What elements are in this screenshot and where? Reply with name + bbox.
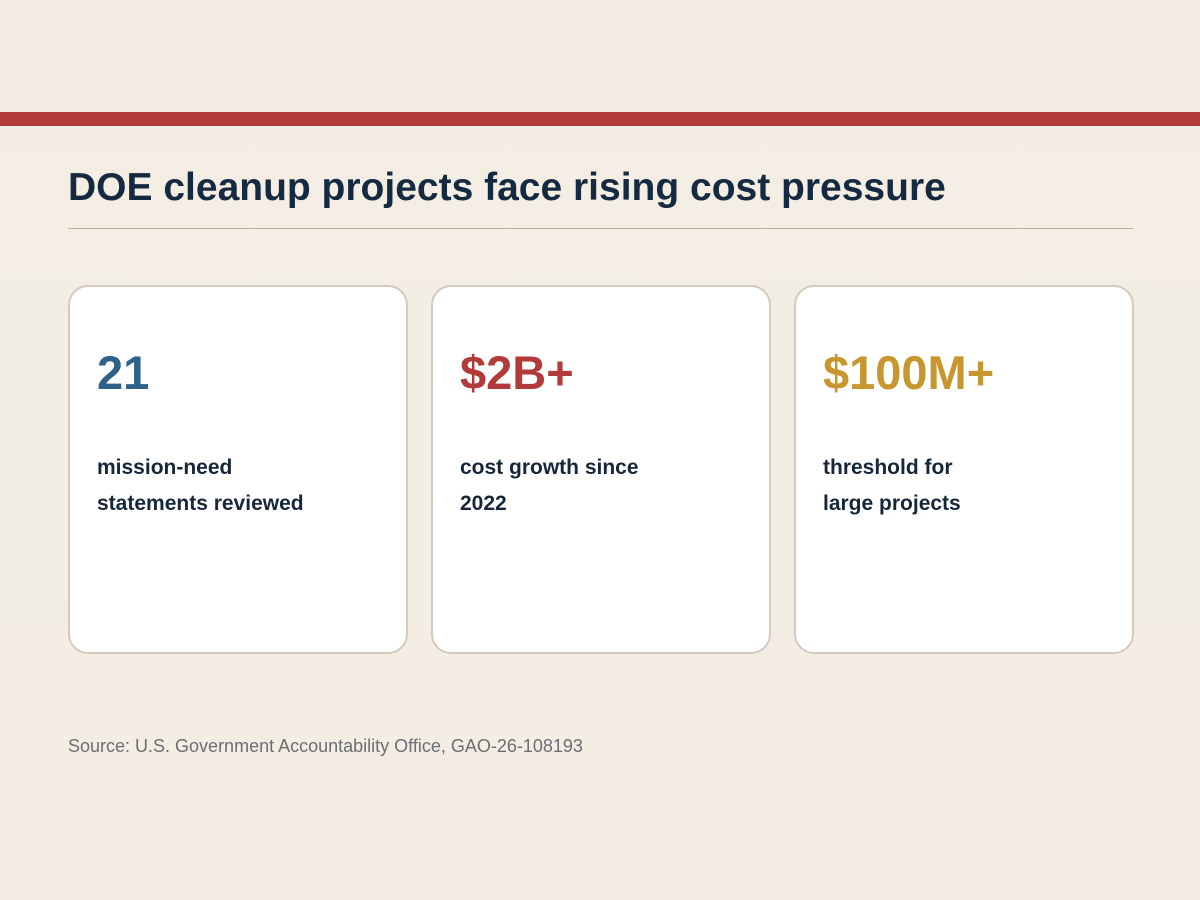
accent-band: [0, 112, 1200, 126]
stat-description-line: cost growth since: [460, 456, 639, 479]
title-divider: [68, 228, 1133, 229]
stat-description-line: 2022: [460, 492, 507, 515]
stat-description: threshold for large projects: [823, 450, 1083, 522]
stat-card-threshold: $100M+ threshold for large projects: [794, 285, 1134, 654]
source-note: Source: U.S. Government Accountability O…: [68, 736, 583, 756]
stat-description-line: threshold for: [823, 456, 953, 479]
stat-value: 21: [97, 346, 150, 399]
stat-description: cost growth since 2022: [460, 450, 720, 522]
page-title: DOE cleanup projects face rising cost pr…: [68, 166, 946, 209]
stat-description-line: statements reviewed: [97, 492, 304, 515]
stat-description-line: mission-need: [97, 456, 233, 479]
stat-cards: 21 mission-need statements reviewed $2B+…: [68, 285, 1134, 654]
stat-value: $100M+: [823, 346, 995, 399]
stat-value: $2B+: [460, 346, 574, 399]
stat-description-line: large projects: [823, 492, 961, 515]
stat-card-mission-need: 21 mission-need statements reviewed: [68, 285, 408, 654]
stat-card-cost-growth: $2B+ cost growth since 2022: [431, 285, 771, 654]
stat-description: mission-need statements reviewed: [97, 450, 357, 522]
